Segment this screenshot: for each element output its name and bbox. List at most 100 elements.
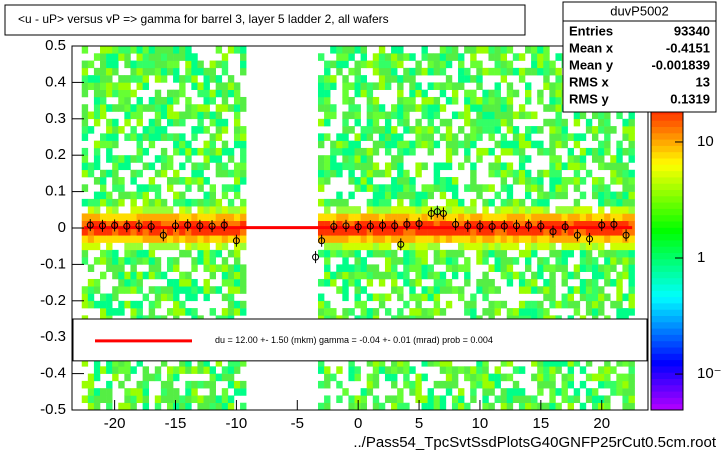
heat-cell [427,184,434,192]
heat-cell [197,147,204,156]
heat-cell [185,155,192,163]
heat-cell [628,235,635,243]
heat-cell [330,271,337,280]
heat-cell [482,126,489,134]
heat-cell [476,257,483,265]
heat-cell [233,111,241,120]
heat-cell [191,388,198,396]
palette-cell [651,365,683,373]
heat-cell [397,184,404,192]
heat-cell [124,213,131,222]
heat-cell [112,53,119,61]
heat-cell [500,271,508,280]
heat-cell [191,111,198,120]
heat-cell [451,373,459,382]
heat-cell [458,213,465,222]
heat-cell [549,162,556,171]
heat-cell [415,198,422,207]
heat-cell [591,286,599,294]
heat-cell [610,126,617,134]
palette-cell [651,340,683,348]
heat-cell [317,359,325,367]
heat-cell [191,308,198,316]
heat-cell [488,53,495,61]
heat-cell [476,184,483,192]
heat-cell [476,242,483,251]
heat-cell [445,155,453,163]
heat-cell [591,191,599,200]
heat-cell [403,264,410,272]
heat-cell [628,184,635,192]
heat-cell [555,89,562,98]
heat-cell [384,111,392,120]
heat-cell [227,271,235,280]
heat-cell [185,402,192,411]
heat-cell [87,82,95,90]
heat-cell [531,177,538,185]
heat-cell [227,359,235,367]
heat-cell [531,111,538,120]
heat-cell [118,402,125,411]
heat-cell [409,249,416,258]
heat-cell [240,213,247,222]
heat-cell [336,147,343,156]
heat-cell [154,89,162,98]
heat-cell [173,388,180,396]
heat-cell [124,402,131,411]
heat-cell [494,395,501,404]
heat-cell [610,242,617,251]
heat-cell [378,366,386,374]
heat-cell [360,82,367,90]
heat-cell [354,395,361,404]
heat-cell [142,206,150,214]
heat-cell [197,198,204,207]
heat-cell [409,286,416,294]
heat-cell [409,213,416,222]
heat-cell [470,104,477,112]
heat-cell [476,155,483,163]
heat-cell [555,359,562,367]
heat-cell [130,155,137,163]
heat-cell [458,67,465,76]
heat-cell [366,118,374,127]
heat-cell [628,169,635,178]
heat-cell [616,271,623,280]
heat-cell [348,126,355,134]
heat-cell [142,82,150,90]
heat-cell [221,89,229,98]
heat-cell [518,235,526,243]
heat-cell [500,184,508,192]
heat-cell [160,235,168,243]
heat-cell [433,286,441,294]
heat-cell [360,147,367,156]
heat-cell [136,169,143,178]
heat-cell [628,133,635,141]
heat-cell [185,380,192,389]
y-tick-label: 0.3 [45,110,66,127]
heat-cell [464,133,471,141]
heat-cell [525,300,532,309]
heat-cell [384,373,392,382]
heat-cell [148,286,156,294]
heat-cell [342,388,349,396]
palette-cell [651,315,683,323]
heat-cell [240,206,247,214]
heat-cell [500,67,508,76]
palette-cell [651,290,683,298]
heat-cell [215,75,223,83]
heat-cell [130,286,137,294]
heat-cell [342,235,349,243]
heat-cell [604,257,611,265]
heat-cell [324,82,331,90]
heat-cell [445,228,453,236]
heat-cell [591,220,599,229]
heat-cell [445,300,453,309]
heat-cell [403,104,410,112]
heat-cell [537,359,544,367]
heat-cell [525,206,532,214]
heat-cell [348,366,355,374]
heat-cell [209,67,216,76]
heat-cell [604,147,611,156]
heat-cell [464,242,471,251]
heat-cell [518,249,526,258]
